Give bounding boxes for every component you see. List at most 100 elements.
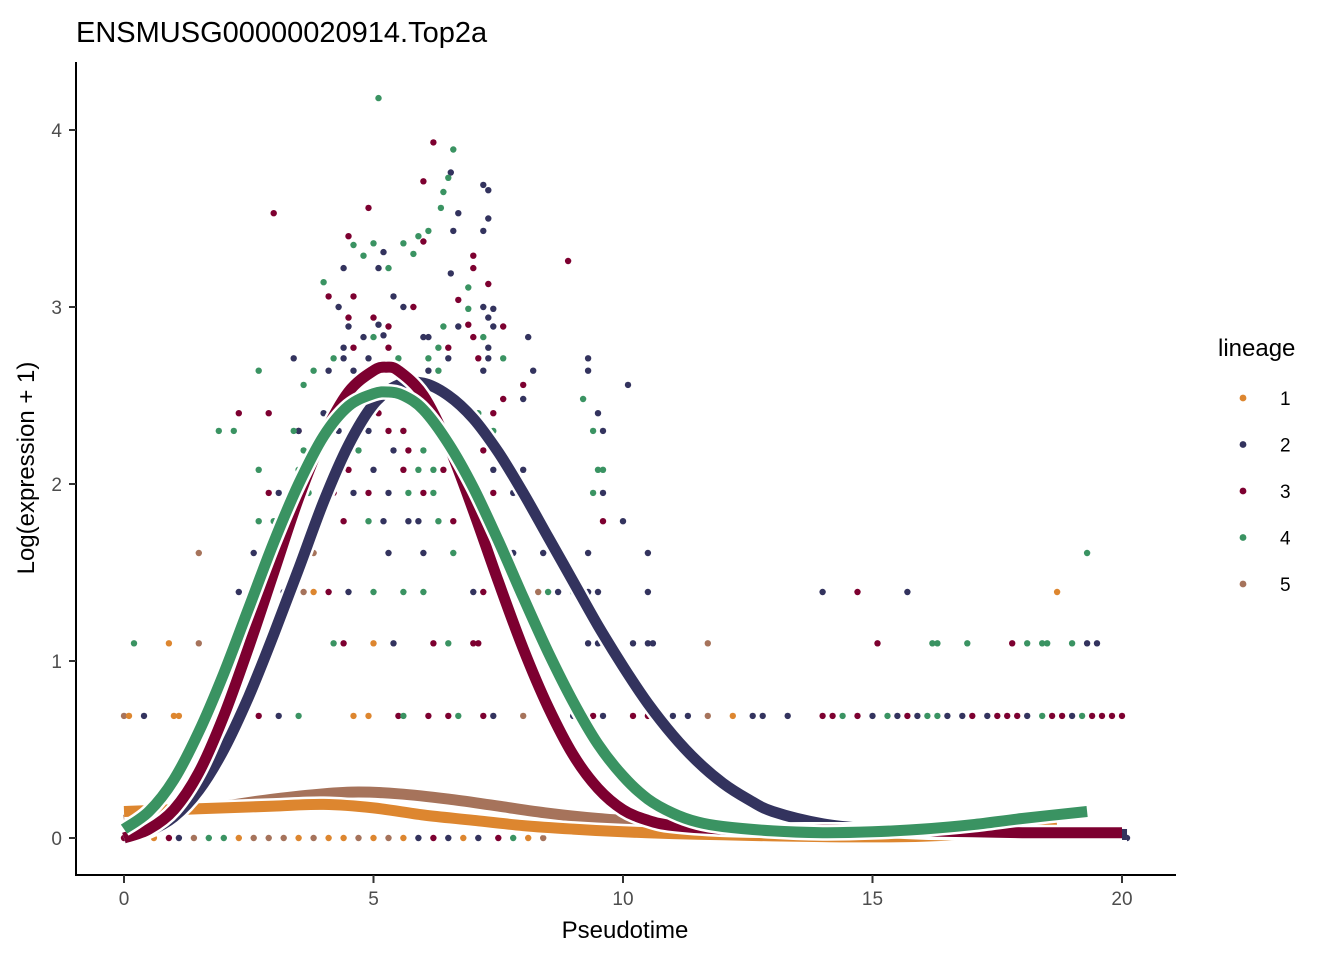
data-point-lineage-4 [365,518,372,525]
data-point-lineage-3 [445,344,452,351]
data-point-lineage-1 [729,712,736,720]
data-point-lineage-4 [395,355,402,362]
data-point-lineage-2 [584,549,592,557]
data-point-lineage-2 [325,367,332,374]
data-point-lineage-2 [869,712,876,720]
data-point-lineage-4 [255,518,262,525]
data-point-lineage-4 [425,355,432,362]
data-point-lineage-2 [749,712,756,720]
x-tick-label: 20 [1111,889,1132,910]
data-point-lineage-4 [300,447,307,454]
data-point-lineage-4 [370,588,377,596]
data-point-lineage-2 [340,355,347,362]
data-point-lineage-3 [599,518,607,525]
data-point-lineage-3 [440,466,447,473]
data-point-lineage-4 [589,489,597,497]
data-point-lineage-4 [205,834,212,842]
data-point-lineage-3 [854,588,861,596]
data-point-lineage-2 [385,489,392,497]
data-point-lineage-2 [554,588,562,596]
data-point-lineage-3 [265,489,272,497]
data-point-lineage-2 [455,210,462,217]
data-point-lineage-2 [455,323,462,330]
chart-title: ENSMUSG00000020914.Top2a [76,17,488,49]
data-point-lineage-3 [480,712,487,720]
data-point-lineage-2 [520,395,527,403]
data-point-lineage-2 [445,834,452,842]
data-point-lineage-3 [265,410,272,417]
data-point-lineage-2 [445,355,452,362]
legend-key-dot [1239,487,1247,495]
data-point-lineage-3 [1009,640,1016,647]
data-point-lineage-3 [425,712,432,720]
data-point-lineage-5 [704,712,711,720]
data-point-lineage-2 [759,712,766,720]
data-point-lineage-2 [365,427,372,435]
data-point-lineage-3 [500,395,507,403]
data-point-lineage-4 [430,489,437,497]
data-point-lineage-1 [400,834,407,842]
data-point-lineage-3 [819,712,826,720]
data-point-lineage-2 [684,712,692,720]
data-point-lineage-2 [380,518,387,525]
data-point-lineage-3 [410,303,417,311]
data-point-lineage-4 [480,333,487,341]
data-point-lineage-2 [425,367,432,374]
data-point-lineage-2 [480,367,487,374]
data-point-lineage-2 [984,712,991,720]
data-point-lineage-4 [579,395,587,403]
x-tick-label: 10 [612,889,633,910]
data-point-lineage-5 [120,712,128,720]
data-point-lineage-3 [235,410,242,417]
data-point-lineage-4 [300,381,307,389]
data-point-lineage-3 [1088,712,1096,720]
legend: lineage 1 2 3 4 5 [1218,335,1295,596]
data-point-lineage-1 [235,834,242,842]
data-point-lineage-2 [450,227,457,235]
data-point-lineage-4 [255,466,262,473]
data-point-lineage-5 [195,549,202,557]
data-point-lineage-5 [535,588,542,596]
data-point-lineage-3 [400,466,407,473]
data-point-lineage-4 [929,640,936,647]
legend-label: 4 [1280,529,1291,550]
data-point-lineage-2 [400,303,407,311]
data-point-lineage-4 [440,188,447,196]
data-point-lineage-2 [594,588,602,596]
data-point-lineage-2 [345,323,352,330]
data-point-lineage-4 [435,344,442,351]
data-point-lineage-2 [447,169,454,176]
data-point-lineage-4 [375,94,382,102]
data-point-lineage-1 [310,588,317,596]
legend-key-dot [1239,441,1247,448]
data-point-lineage-2 [250,549,257,557]
data-point-lineage-2 [360,333,367,341]
data-point-lineage-3 [430,834,437,842]
data-point-lineage-4 [435,518,442,525]
data-point-lineage-1 [175,712,183,720]
data-point-lineage-4 [450,549,457,557]
data-point-lineage-2 [295,427,302,435]
legend-label: 3 [1280,482,1291,503]
data-point-lineage-2 [175,834,183,842]
data-point-lineage-2 [140,712,148,720]
data-point-lineage-3 [340,640,347,647]
data-point-lineage-2 [490,323,497,330]
y-axis-title: Log(expression + 1) [13,362,40,575]
data-point-lineage-4 [455,712,462,720]
data-point-lineage-4 [430,466,437,473]
data-point-lineage-4 [400,240,407,247]
data-point-lineage-4 [450,146,457,153]
data-point-lineage-4 [589,427,597,435]
data-point-lineage-3 [395,712,402,720]
x-tick-label: 0 [119,889,130,910]
data-point-lineage-4 [465,284,472,291]
data-point-lineage-5 [310,834,317,842]
data-point-lineage-3 [420,489,427,497]
data-point-lineage-2 [480,227,487,235]
data-point-lineage-2 [335,303,342,311]
data-point-lineage-2 [784,712,791,720]
data-point-lineage-4 [440,323,447,330]
data-point-lineage-3 [495,834,502,842]
y-tick-label: 4 [51,121,62,142]
